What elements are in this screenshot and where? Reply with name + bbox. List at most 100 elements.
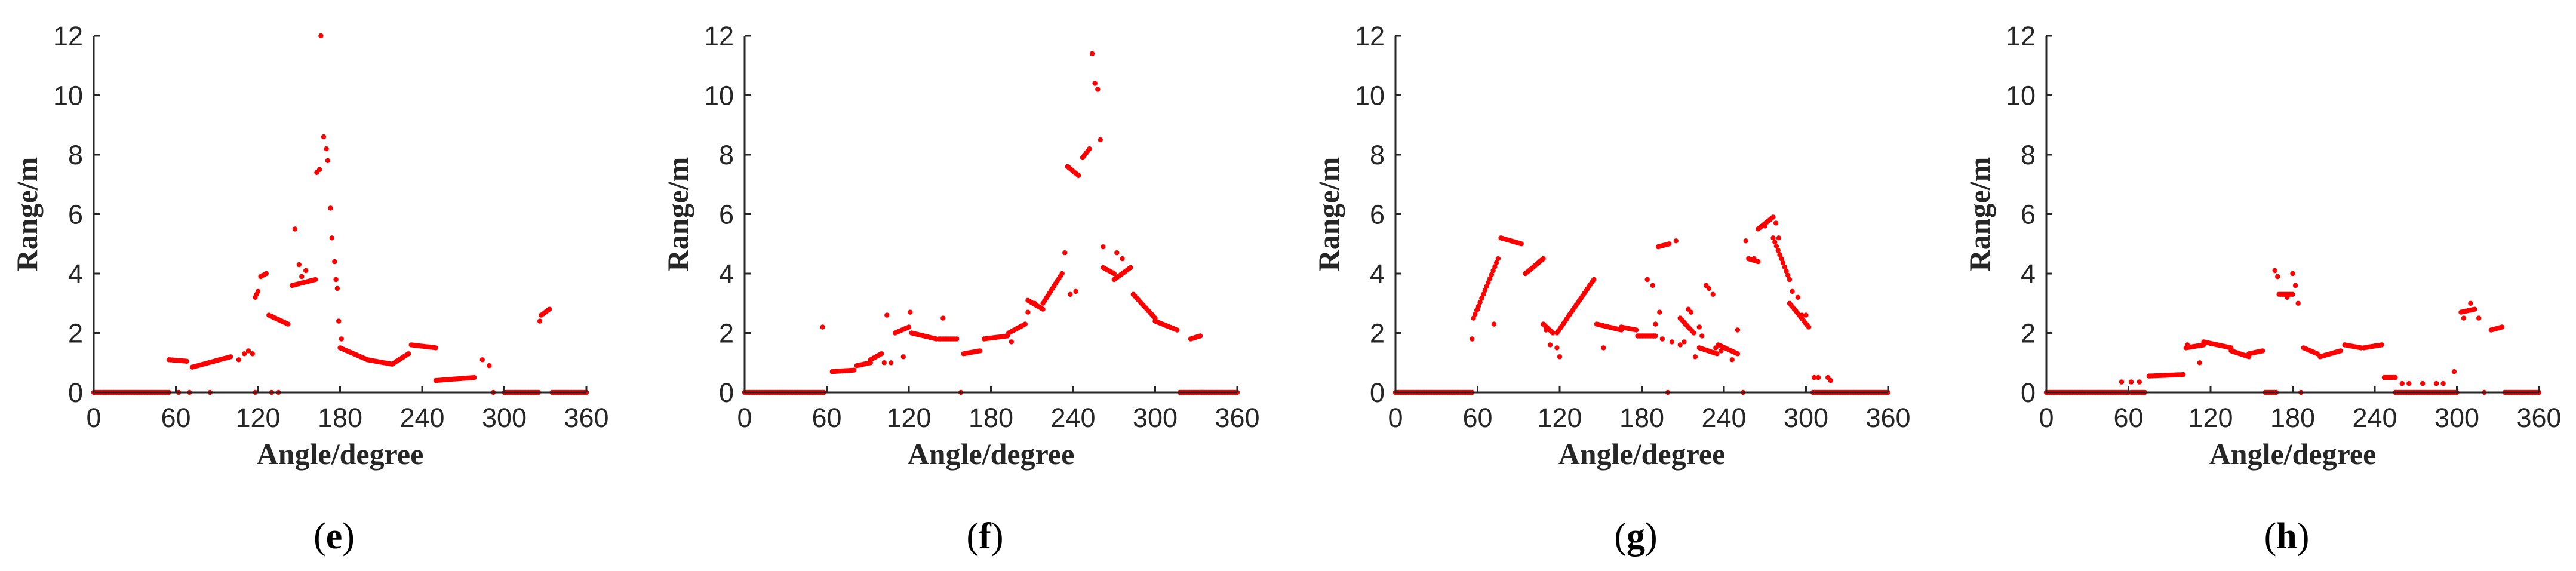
data-point [1667, 241, 1672, 247]
y-tick-label: 6 [719, 199, 734, 230]
y-tick-label: 8 [1370, 140, 1385, 170]
data-point [1492, 264, 1498, 269]
panel-f: Range/m Angle/degree (f) 0 60 120 180 240 300… [661, 21, 1260, 557]
x-tick-label: 240 [2352, 403, 2397, 433]
data-point [334, 286, 340, 291]
data-point [228, 354, 233, 360]
y-tick-label: 6 [2021, 199, 2036, 230]
data-point [2440, 380, 2446, 386]
data-point [852, 367, 857, 373]
data-point [1719, 348, 1724, 354]
data-point [2420, 380, 2426, 386]
data-point [285, 321, 291, 327]
y-tick-label: 4 [1370, 259, 1385, 289]
data-point [2290, 271, 2295, 277]
panel-e: Range/m Angle/degree (e) 0 60 120 180 240 300… [10, 21, 609, 557]
data-point [820, 324, 825, 330]
data-point [255, 288, 261, 294]
data-point [1782, 264, 1787, 270]
x-tick-label: 180 [969, 403, 1013, 433]
data-point [2379, 342, 2384, 348]
y-tick-label: 0 [719, 377, 734, 408]
y-tick-label: 4 [2021, 259, 2036, 289]
y-axis-label: Range/m [1963, 157, 1996, 272]
x-tick-label: 60 [2113, 403, 2143, 433]
y-tick-label: 0 [2021, 377, 2036, 408]
data-point [433, 345, 439, 351]
y-tick-label: 12 [2006, 21, 2036, 51]
data-point [1751, 256, 1757, 262]
data-point [2272, 268, 2277, 274]
data-point [1713, 345, 1719, 351]
data-point [1756, 259, 1761, 265]
data-point [1032, 300, 1038, 306]
caption-letter: f [979, 516, 992, 557]
x-tick-label: 60 [161, 403, 190, 433]
data-points [1392, 214, 1891, 395]
data-point [1696, 324, 1702, 330]
data-point [884, 312, 890, 318]
data-point [1480, 291, 1486, 297]
data-points [91, 33, 589, 395]
x-tick-label: 0 [1388, 403, 1403, 433]
data-point [2295, 300, 2301, 306]
data-point [1779, 256, 1784, 262]
data-point [1772, 240, 1778, 245]
data-point [977, 348, 983, 354]
data-point [1484, 284, 1489, 289]
y-tick-label: 6 [1370, 199, 1385, 230]
data-point [1699, 333, 1705, 339]
data-point [1489, 272, 1495, 277]
data-point [2184, 342, 2190, 348]
data-point [1022, 321, 1028, 327]
data-point [318, 33, 324, 39]
data-point [1490, 268, 1496, 274]
data-point [1095, 87, 1101, 92]
panel-g: Range/m Angle/degree (g) 0 60 120 180 240 300… [1312, 21, 1911, 557]
data-point [2499, 324, 2505, 330]
axes-frame [1394, 36, 1888, 394]
y-tick-label: 4 [719, 259, 734, 289]
x-tick-label: 360 [2516, 403, 2561, 433]
caption-letter: e [326, 516, 343, 557]
y-tick-label: 10 [1355, 81, 1385, 111]
data-point [339, 336, 344, 342]
data-point [1092, 81, 1098, 86]
x-tick-label: 120 [886, 403, 931, 433]
x-tick-label: 60 [1462, 403, 1492, 433]
data-point [1677, 342, 1683, 348]
data-point [1493, 260, 1499, 265]
y-tick-label: 10 [53, 81, 83, 111]
data-point [2472, 306, 2477, 312]
data-point [2468, 300, 2473, 306]
data-point [1087, 146, 1092, 152]
y-tick-label: 12 [704, 21, 734, 51]
data-point [1543, 327, 1549, 333]
data-point [313, 277, 318, 283]
x-tick-label: 180 [318, 403, 362, 433]
data-point [889, 360, 894, 366]
y-tick-label: 12 [1355, 21, 1385, 51]
data-point [1735, 351, 1741, 357]
y-tick-label: 8 [2021, 140, 2036, 170]
data-point [1111, 271, 1117, 277]
data-point [1473, 311, 1478, 317]
data-point [537, 318, 543, 324]
panel-caption: (f) [967, 516, 1004, 557]
y-axis-label: Range/m [1312, 157, 1345, 272]
data-point [2476, 315, 2482, 321]
data-point [1089, 51, 1095, 57]
data-point [1682, 339, 1687, 345]
data-point [405, 351, 411, 357]
x-axis-label: Angle/degree [2209, 437, 2377, 471]
data-point [299, 274, 305, 280]
data-point [1714, 351, 1720, 357]
x-tick-label: 60 [811, 403, 841, 433]
x-tick-label: 300 [1784, 403, 1828, 433]
x-tick-label: 300 [482, 403, 527, 433]
data-point [250, 351, 255, 357]
data-point [1706, 286, 1711, 291]
panel-caption: (h) [2264, 516, 2310, 557]
data-point [2285, 294, 2290, 300]
axes-frame [2045, 36, 2539, 394]
